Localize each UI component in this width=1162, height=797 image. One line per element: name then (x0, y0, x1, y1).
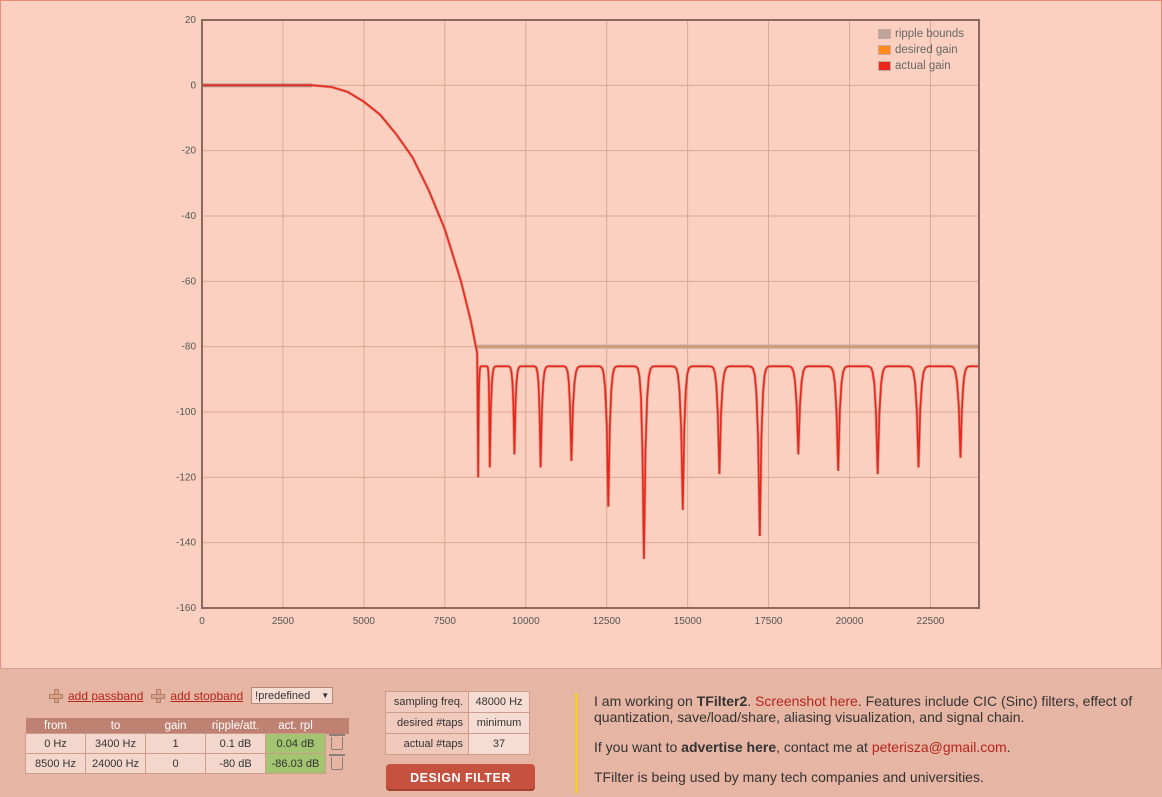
design-filter-button[interactable]: DESIGN FILTER (386, 764, 535, 791)
col-header-gain: gain (145, 718, 206, 734)
info-text: If you want to (594, 739, 682, 755)
info-paragraph-2: If you want to advertise here, contact m… (594, 739, 1135, 755)
x-axis-ticks: 0 2500 5000 7500 10000 12500 15000 17500 20000 22… (199, 616, 945, 627)
chart-legend: ripple bounds desired gain actual gain (878, 26, 964, 74)
y-tick-label: -80 (182, 342, 197, 353)
bands-table: from to gain ripple/att. act. rpl 0 Hz 3… (25, 718, 349, 774)
legend-item-desired-gain: desired gain (878, 42, 964, 58)
y-tick-label: -140 (176, 538, 196, 549)
param-row-actual-taps: actual #taps 37 (385, 733, 530, 755)
chart-series (202, 83, 979, 560)
legend-item-actual-gain: actual gain (878, 58, 964, 74)
info-panel: I am working on TFilter2. Screenshot her… (575, 693, 1135, 793)
band-gain-input[interactable]: 1 (145, 733, 206, 754)
legend-label: ripple bounds (895, 28, 965, 40)
info-paragraph-3: TFilter is being used by many tech compa… (594, 769, 984, 785)
band-gain-input[interactable]: 0 (145, 753, 206, 774)
sampling-freq-input[interactable]: 48000 Hz (468, 691, 530, 713)
plot-background (202, 20, 979, 608)
col-header-act-rpl: act. rpl (265, 718, 326, 734)
plot-border (201, 19, 980, 609)
predefined-value: !predefined (255, 689, 311, 702)
plus-icon (151, 688, 166, 703)
add-stopband-button[interactable]: add stopband (151, 688, 244, 703)
add-passband-button[interactable]: add passband (49, 688, 144, 703)
legend-swatch-desired (878, 45, 891, 55)
x-tick-label: 2500 (272, 616, 295, 627)
legend-label: desired gain (895, 44, 958, 56)
info-paragraph-1: I am working on TFilter2. Screenshot her… (594, 693, 1135, 725)
info-text: , contact me at (776, 739, 872, 755)
x-tick-label: 20000 (836, 616, 864, 627)
y-axis-ticks: 20 0 -20 -40 -60 -80 -100 -120 -140 -160 (176, 15, 196, 614)
chevron-down-icon: ▼ (321, 691, 330, 700)
filter-params-table: sampling freq. 48000 Hz desired #taps mi… (385, 691, 530, 755)
legend-swatch-actual (878, 61, 891, 71)
param-row-desired-taps: desired #taps minimum (385, 712, 530, 734)
y-tick-label: -40 (182, 211, 197, 222)
chart-grid (201, 19, 979, 609)
x-tick-label: 17500 (755, 616, 783, 627)
trash-icon[interactable] (329, 754, 346, 770)
col-header-delete (325, 718, 349, 734)
y-tick-label: 20 (185, 15, 197, 26)
control-panel: add passband add stopband !predefined ▼ … (0, 668, 1162, 797)
chart-svg: 0 2500 5000 7500 10000 12500 15000 17500 20000 22… (176, 15, 980, 627)
actual-taps-label: actual #taps (385, 733, 469, 755)
sampling-freq-label: sampling freq. (385, 691, 469, 713)
advertise-text: advertise here (681, 739, 777, 755)
delete-band-button[interactable] (326, 754, 349, 774)
band-from-input[interactable]: 0 Hz (25, 733, 86, 754)
x-tick-label: 0 (199, 616, 205, 627)
band-from-input[interactable]: 8500 Hz (25, 753, 86, 774)
add-stopband-label[interactable]: add stopband (170, 688, 244, 703)
delete-band-button[interactable] (326, 734, 349, 754)
info-text: I am working on (594, 693, 697, 709)
actual-gain-line (202, 84, 979, 560)
product-name: TFilter2 (696, 693, 748, 709)
filter-response-chart: 0 2500 5000 7500 10000 12500 15000 17500 20000 22… (176, 15, 980, 627)
screenshot-link[interactable]: Screenshot here (755, 693, 858, 709)
x-tick-label: 10000 (512, 616, 540, 627)
info-text: . (1006, 739, 1011, 755)
plus-icon (49, 688, 63, 703)
predefined-select[interactable]: !predefined ▼ (251, 687, 334, 704)
band-ripple-input[interactable]: 0.1 dB (205, 733, 266, 754)
band-to-input[interactable]: 3400 Hz (85, 733, 146, 754)
y-tick-label: -120 (176, 472, 196, 483)
y-tick-label: -100 (176, 407, 196, 418)
band-actual-ripple: -86.03 dB (265, 753, 326, 774)
y-tick-label: -20 (182, 146, 197, 157)
email-link[interactable]: peterisza@gmail.com (871, 739, 1007, 755)
y-tick-label: -60 (182, 276, 197, 287)
legend-item-ripple-bounds: ripple bounds (878, 26, 964, 42)
param-row-sampling: sampling freq. 48000 Hz (385, 691, 530, 713)
legend-swatch-ripple (878, 29, 891, 39)
col-header-to: to (85, 718, 146, 734)
desired-taps-label: desired #taps (385, 712, 469, 734)
info-text: . (747, 693, 756, 709)
band-actual-ripple: 0.04 dB (265, 733, 326, 754)
y-tick-label: -160 (176, 603, 196, 614)
trash-icon[interactable] (329, 734, 345, 750)
x-tick-label: 5000 (353, 616, 376, 627)
x-tick-label: 22500 (917, 616, 945, 627)
table-row: 8500 Hz 24000 Hz 0 -80 dB -86.03 dB (25, 753, 349, 774)
col-header-from: from (25, 718, 86, 734)
band-ripple-input[interactable]: -80 dB (205, 753, 266, 774)
y-tick-label: 0 (190, 80, 196, 91)
band-controls: add passband add stopband !predefined ▼ (49, 687, 334, 704)
table-row: 0 Hz 3400 Hz 1 0.1 dB 0.04 dB (25, 733, 349, 754)
bands-header-row: from to gain ripple/att. act. rpl (25, 718, 349, 734)
info-text: . Features include CIC (Sinc) filters, e… (594, 693, 1133, 725)
add-passband-label[interactable]: add passband (68, 688, 144, 703)
desired-taps-input[interactable]: minimum (468, 712, 530, 734)
x-tick-label: 12500 (593, 616, 621, 627)
x-tick-label: 7500 (434, 616, 457, 627)
x-tick-label: 15000 (674, 616, 702, 627)
col-header-ripple: ripple/att. (205, 718, 266, 734)
band-to-input[interactable]: 24000 Hz (85, 753, 146, 774)
actual-taps-value: 37 (468, 733, 530, 755)
legend-label: actual gain (895, 60, 951, 72)
